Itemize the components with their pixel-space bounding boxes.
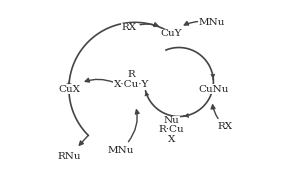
Text: CuX: CuX (58, 85, 80, 94)
Text: RX: RX (218, 122, 233, 131)
Text: R·Cu: R·Cu (159, 125, 184, 134)
Text: RNu: RNu (57, 152, 81, 161)
Text: R: R (128, 70, 135, 79)
Text: CuNu: CuNu (198, 85, 229, 94)
Text: MNu: MNu (198, 18, 225, 27)
Text: MNu: MNu (108, 146, 134, 155)
Text: X·Cu·Y: X·Cu·Y (114, 80, 149, 89)
Text: CuY: CuY (161, 29, 182, 38)
Text: Nu: Nu (164, 116, 179, 125)
Text: X: X (168, 135, 175, 144)
Text: RX: RX (122, 23, 137, 32)
